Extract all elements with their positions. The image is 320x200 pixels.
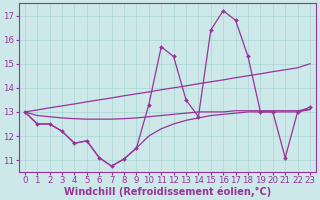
X-axis label: Windchill (Refroidissement éolien,°C): Windchill (Refroidissement éolien,°C) xyxy=(64,186,271,197)
